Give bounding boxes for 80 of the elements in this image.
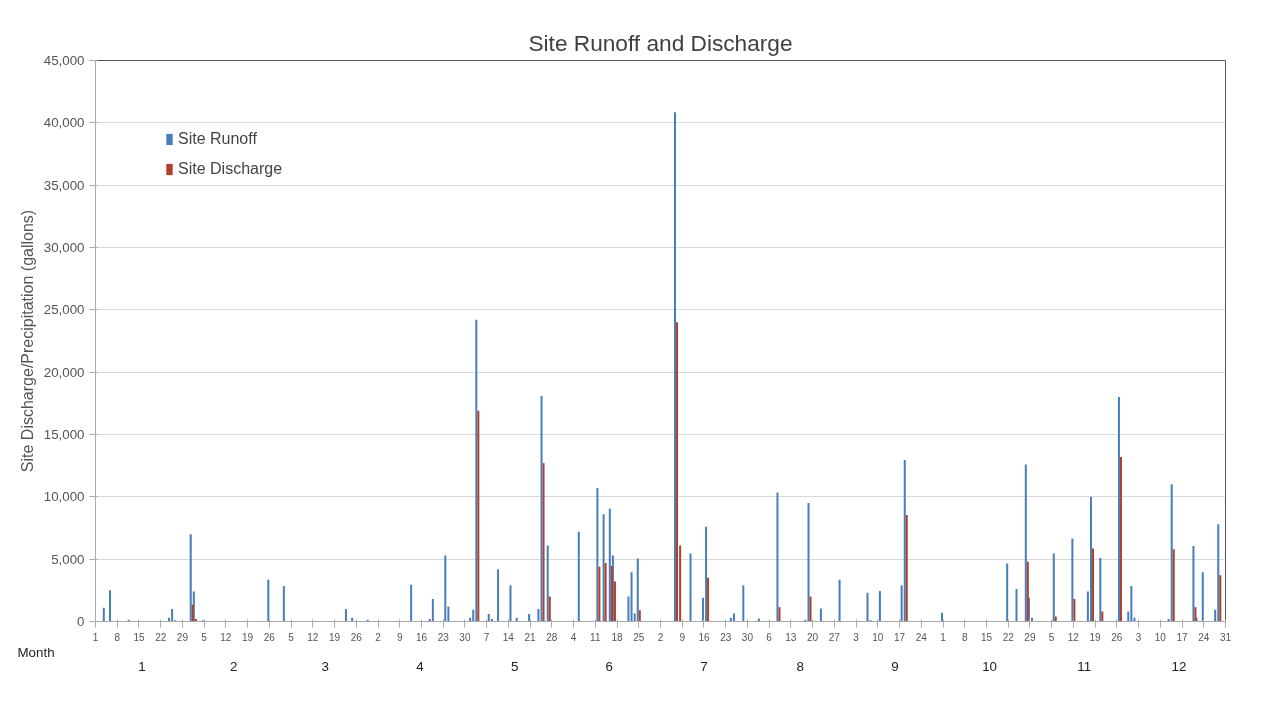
x-tick-label: 31 — [1219, 631, 1232, 643]
y-tick-label: 0 — [77, 614, 85, 629]
x-tick-label: 12 — [1067, 631, 1080, 643]
x-tick-label: 1 — [940, 631, 947, 643]
x-tick-label: 18 — [611, 631, 624, 643]
y-tick-label: 15,000 — [43, 427, 85, 442]
text: 12 — [1171, 658, 1187, 674]
x-tick-label: 5 — [288, 631, 295, 643]
x-tick-label: 10 — [872, 631, 884, 643]
legend-label: Site Discharge — [178, 160, 283, 178]
x-tick-label: 30 — [741, 631, 754, 643]
x-tick-label: 5 — [1048, 631, 1055, 643]
y-tick-label: 5,000 — [51, 551, 85, 567]
x-tick-label: 16 — [415, 631, 428, 643]
text: 8 — [796, 658, 804, 674]
x-tick-label: 4 — [570, 631, 577, 643]
x-tick-label: 22 — [155, 631, 167, 643]
x-tick-label: 30 — [459, 631, 471, 643]
x-tick-label: 25 — [633, 631, 645, 643]
x-tick-label: 17 — [893, 631, 906, 643]
x-tick-label: 14 — [502, 631, 515, 643]
y-axis-title: Site Discharge/Precipitation (gallons) — [18, 209, 36, 473]
x-tick-label: 13 — [785, 631, 797, 643]
x-tick-label: 2 — [375, 631, 382, 643]
x-tick-label: 5 — [201, 631, 208, 643]
x-tick-label: 26 — [263, 631, 276, 643]
x-tick-label: 26 — [350, 631, 363, 643]
x-tick-label: 28 — [546, 631, 558, 643]
text: 1 — [138, 658, 146, 674]
x-tick-label: 29 — [176, 631, 189, 643]
x-tick-label: 8 — [114, 631, 121, 643]
x-tick-label: 6 — [766, 631, 773, 643]
x-tick-label: 19 — [328, 631, 341, 643]
text: 2 — [229, 658, 238, 674]
x-tick-label: 23 — [720, 631, 732, 643]
text: 9 — [891, 658, 899, 674]
text: 5 — [510, 658, 519, 674]
x-tick-label: 3 — [853, 631, 860, 643]
x-tick-label: 2 — [657, 631, 664, 643]
x-tick-label: 12 — [220, 631, 232, 643]
x-tick-label: 26 — [1111, 631, 1123, 643]
x-tick-label: 27 — [828, 631, 841, 643]
y-tick-label: 35,000 — [43, 177, 85, 193]
x-tick-label: 11 — [590, 631, 601, 643]
y-tick-label: 40,000 — [43, 115, 85, 131]
text: 6 — [605, 658, 613, 674]
x-tick-label: 29 — [1024, 631, 1036, 643]
x-tick-label: 21 — [524, 631, 537, 643]
x-tick-label: 20 — [807, 631, 819, 643]
x-tick-label: 24 — [1198, 631, 1210, 643]
y-tick-label: 30,000 — [43, 240, 85, 255]
chart-title: Site Runoff and Discharge — [528, 29, 793, 56]
x-tick-label: 1 — [92, 631, 99, 643]
x-tick-label: 3 — [1135, 631, 1142, 643]
x-tick-label: 9 — [679, 631, 686, 643]
text: 3 — [321, 658, 329, 674]
y-tick-label: 20,000 — [43, 364, 85, 380]
x-tick-label: 9 — [396, 631, 403, 643]
text: Month — [17, 644, 55, 660]
text: 11 — [1077, 658, 1092, 674]
x-tick-label: 7 — [483, 631, 490, 643]
x-tick-label: 15 — [133, 631, 145, 643]
x-tick-label: 19 — [242, 631, 254, 643]
y-tick-label: 25,000 — [43, 302, 85, 318]
x-tick-label: 23 — [437, 631, 450, 643]
text: 7 — [700, 658, 708, 674]
legend-label: Site Runoff — [178, 130, 257, 148]
y-tick-label: 10,000 — [43, 489, 85, 505]
text: 4 — [416, 658, 425, 674]
x-tick-label: 19 — [1089, 631, 1102, 643]
x-tick-label: 17 — [1176, 631, 1189, 643]
x-tick-label: 22 — [1002, 631, 1015, 643]
x-tick-label: 8 — [961, 631, 968, 643]
x-tick-label: 15 — [980, 631, 993, 643]
x-tick-label: 24 — [915, 631, 928, 643]
x-tick-label: 10 — [1154, 631, 1167, 643]
x-tick-label: 16 — [698, 631, 710, 643]
y-tick-label: 45,000 — [43, 53, 85, 68]
text: 10 — [982, 658, 997, 674]
x-tick-label: 12 — [307, 631, 319, 643]
